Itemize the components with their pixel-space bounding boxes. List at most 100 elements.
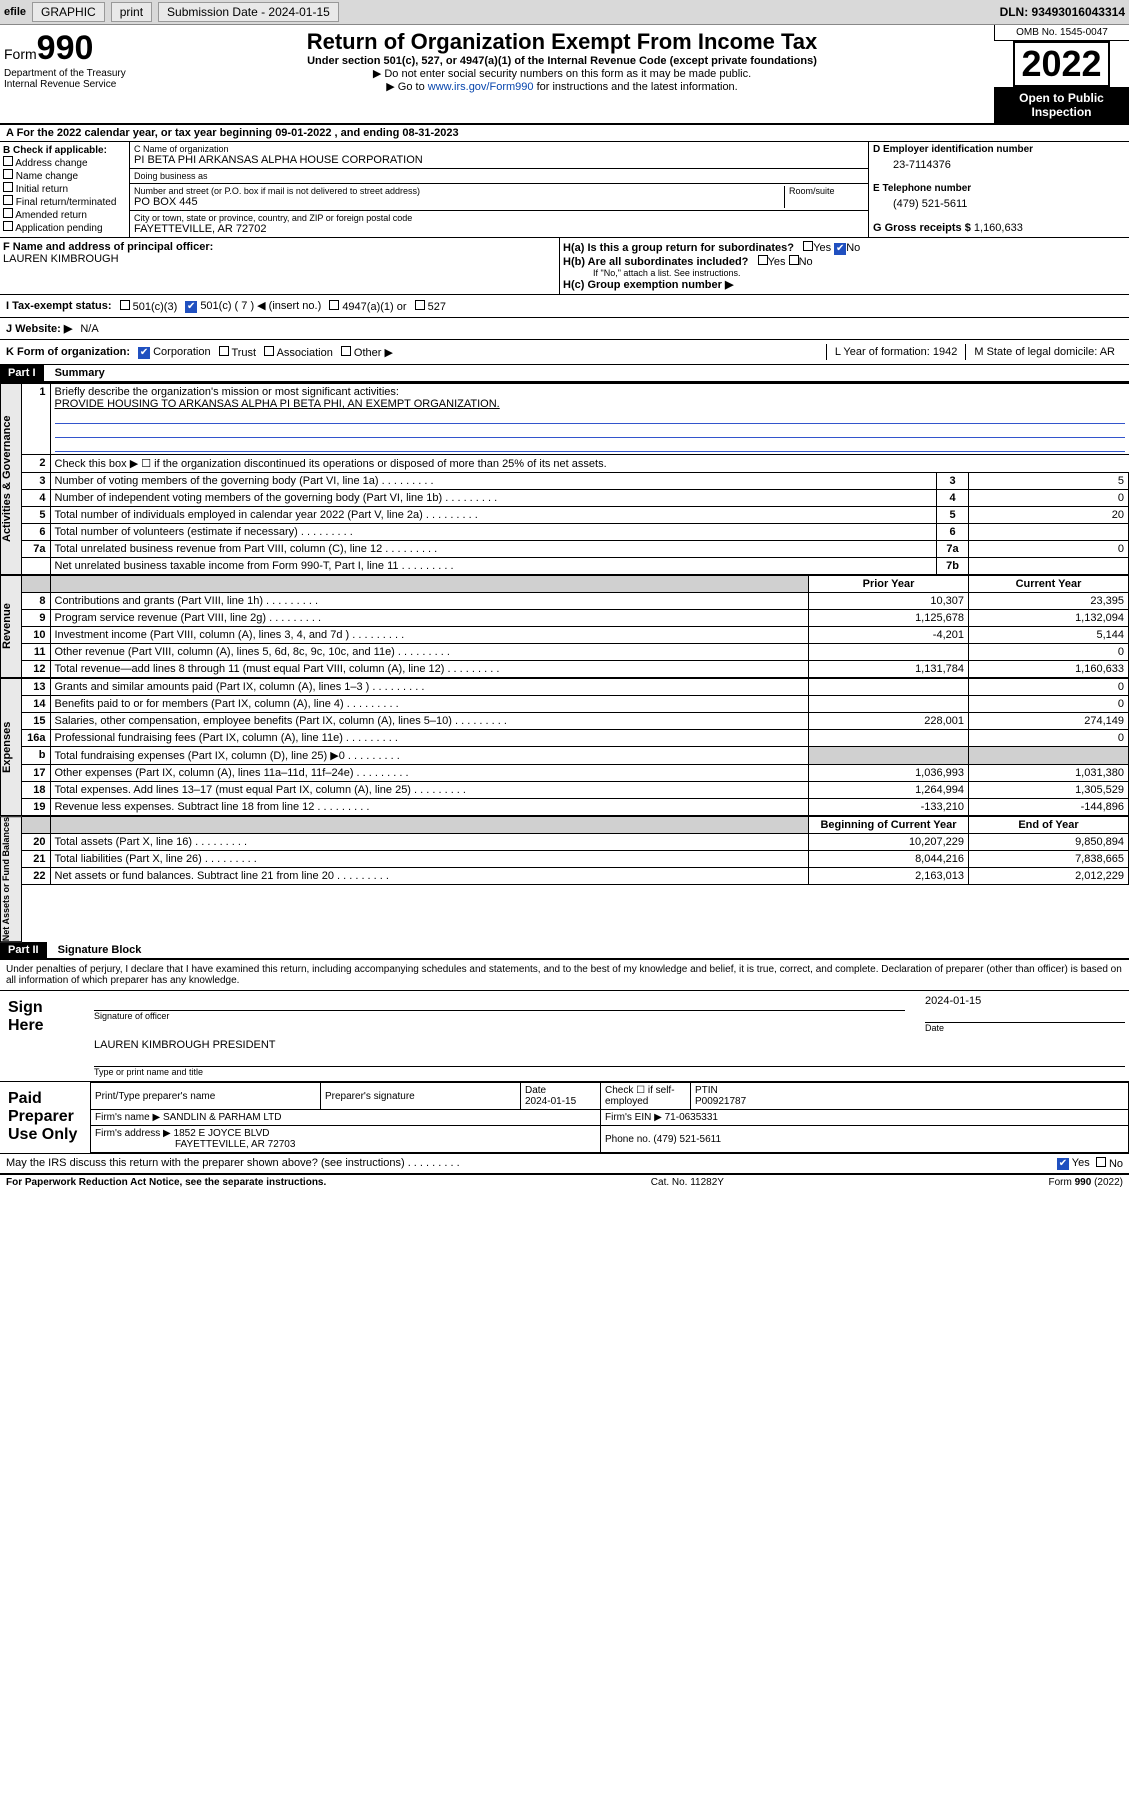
sign-here-block: Sign Here Signature of officer 2024-01-1… <box>0 991 1129 1082</box>
prep-ptin-col: PTINP00921787 <box>691 1083 1129 1110</box>
paid-preparer-block: Paid Preparer Use Only Print/Type prepar… <box>0 1082 1129 1154</box>
revenue-section: Revenue Prior YearCurrent Year8Contribut… <box>0 575 1129 678</box>
part2-label: Part II <box>0 942 47 958</box>
chk-name-change[interactable]: Name change <box>3 169 126 182</box>
subtitle-3: ▶ Go to www.irs.gov/Form990 for instruct… <box>134 80 990 93</box>
state-domicile: M State of legal domicile: AR <box>965 344 1123 360</box>
section-i: I Tax-exempt status: 501(c)(3) ✔ 501(c) … <box>0 295 1129 318</box>
c-city-label: City or town, state or province, country… <box>134 213 864 223</box>
i-label: I Tax-exempt status: <box>6 300 112 312</box>
dept-label: Department of the Treasury Internal Reve… <box>4 68 126 90</box>
j-label: J Website: ▶ <box>6 322 72 335</box>
firm-phone-row: Phone no. (479) 521-5611 <box>601 1126 1129 1153</box>
penalty-text: Under penalties of perjury, I declare th… <box>0 960 1129 991</box>
sig-officer-label: Signature of officer <box>94 1011 905 1021</box>
date-label: Date <box>925 1023 1125 1033</box>
footer: For Paperwork Reduction Act Notice, see … <box>0 1174 1129 1190</box>
discuss-row: May the IRS discuss this return with the… <box>0 1154 1129 1174</box>
name-title-label: Type or print name and title <box>94 1067 1125 1077</box>
discuss-no[interactable]: No <box>1096 1157 1123 1170</box>
chk-corp[interactable]: ✔ Corporation <box>138 346 211 359</box>
discuss-text: May the IRS discuss this return with the… <box>6 1157 460 1170</box>
col-c: C Name of organizationPI BETA PHI ARKANS… <box>130 142 869 237</box>
firm-ein-row: Firm's EIN ▶ 71-0635331 <box>601 1110 1129 1126</box>
section-k: K Form of organization: ✔ Corporation Tr… <box>0 340 1129 365</box>
org-name: PI BETA PHI ARKANSAS ALPHA HOUSE CORPORA… <box>134 154 864 166</box>
open-inspection: Open to Public Inspection <box>994 87 1129 123</box>
tax-year: 2022 <box>1013 41 1109 87</box>
part2-header: Part II Signature Block <box>0 942 1129 960</box>
year-formation: L Year of formation: 1942 <box>826 344 966 360</box>
chk-amended-return[interactable]: Amended return <box>3 208 126 221</box>
hc-line: H(c) Group exemption number ▶ <box>563 278 1126 291</box>
firm-name-row: Firm's name ▶ SANDLIN & PARHAM LTD <box>91 1110 601 1126</box>
activities-governance-section: Activities & Governance 1Briefly describ… <box>0 383 1129 575</box>
discuss-yes[interactable]: ✔ Yes <box>1057 1157 1090 1170</box>
c-addr-label: Number and street (or P.O. box if mail i… <box>134 186 784 196</box>
chk-application-pending[interactable]: Application pending <box>3 221 126 234</box>
expenses-section: Expenses 13Grants and similar amounts pa… <box>0 678 1129 816</box>
part2-title: Signature Block <box>50 942 150 958</box>
f-label: F Name and address of principal officer: <box>3 241 556 253</box>
footer-right: Form 990 (2022) <box>1049 1177 1123 1188</box>
phone: (479) 521-5611 <box>873 194 1125 222</box>
calendar-year-line: A For the 2022 calendar year, or tax yea… <box>0 125 1129 142</box>
subtitle-2: ▶ Do not enter social security numbers o… <box>134 67 990 80</box>
sign-date: 2024-01-15 <box>925 995 1125 1007</box>
prep-date-col: Date2024-01-15 <box>521 1083 601 1110</box>
g-label: G Gross receipts $ <box>873 222 971 234</box>
prep-check-col: Check ☐ if self-employed <box>601 1083 691 1110</box>
sign-label: Sign Here <box>0 991 90 1081</box>
c-dba-label: Doing business as <box>134 171 864 181</box>
form-label: Form990 <box>4 29 126 68</box>
chk-501c3[interactable]: 501(c)(3) <box>120 300 178 313</box>
c-name-label: C Name of organization <box>134 144 864 154</box>
section-j: J Website: ▶ N/A <box>0 318 1129 340</box>
hb-line: H(b) Are all subordinates included? Yes … <box>563 255 1126 268</box>
print-button[interactable]: print <box>111 2 152 22</box>
chk-assoc[interactable]: Association <box>264 346 333 359</box>
suite-label: Room/suite <box>784 186 864 208</box>
chk-other[interactable]: Other ▶ <box>341 346 393 359</box>
chk-address-change[interactable]: Address change <box>3 156 126 169</box>
efile-label: efile <box>4 6 26 18</box>
part1-title: Summary <box>47 365 113 381</box>
chk-501c[interactable]: ✔ 501(c) ( 7 ) ◀ (insert no.) <box>185 299 321 313</box>
net-assets-section: Net Assets or Fund Balances Beginning of… <box>0 816 1129 942</box>
graphic-button[interactable]: GRAPHIC <box>32 2 105 22</box>
form-header: Form990 Department of the Treasury Inter… <box>0 25 1129 125</box>
prep-name-col: Print/Type preparer's name <box>91 1083 321 1110</box>
form-title: Return of Organization Exempt From Incom… <box>134 29 990 55</box>
k-label: K Form of organization: <box>6 346 130 358</box>
org-addr: PO BOX 445 <box>134 196 784 208</box>
b-label: B Check if applicable: <box>3 145 107 156</box>
part1-header: Part I Summary <box>0 365 1129 383</box>
chk-initial-return[interactable]: Initial return <box>3 182 126 195</box>
e-label: E Telephone number <box>873 183 1125 194</box>
prep-sig-col: Preparer's signature <box>321 1083 521 1110</box>
col-b: B Check if applicable: Address change Na… <box>0 142 130 237</box>
submission-date-button[interactable]: Submission Date - 2024-01-15 <box>158 2 339 22</box>
website: N/A <box>80 323 98 335</box>
part1-label: Part I <box>0 365 44 381</box>
hb-note: If "No," attach a list. See instructions… <box>563 268 1126 278</box>
paid-label: Paid Preparer Use Only <box>0 1082 90 1153</box>
irs-link[interactable]: www.irs.gov/Form990 <box>428 81 534 93</box>
dln: DLN: 93493016043314 <box>1000 5 1125 19</box>
officer-name: LAUREN KIMBROUGH PRESIDENT <box>94 1039 1125 1051</box>
chk-final-return[interactable]: Final return/terminated <box>3 195 126 208</box>
toolbar: efile GRAPHIC print Submission Date - 20… <box>0 0 1129 25</box>
d-label: D Employer identification number <box>873 144 1125 155</box>
chk-trust[interactable]: Trust <box>219 346 257 359</box>
subtitle-1: Under section 501(c), 527, or 4947(a)(1)… <box>134 55 990 67</box>
firm-addr-row: Firm's address ▶ 1852 E JOYCE BLVDFAYETT… <box>91 1126 601 1153</box>
vtab-exp: Expenses <box>0 678 22 816</box>
vtab-rev: Revenue <box>0 575 22 678</box>
chk-4947[interactable]: 4947(a)(1) or <box>329 300 406 313</box>
org-city: FAYETTEVILLE, AR 72702 <box>134 223 864 235</box>
vtab-ag: Activities & Governance <box>0 383 22 575</box>
omb-number: OMB No. 1545-0047 <box>994 25 1129 41</box>
section-b-c-d: B Check if applicable: Address change Na… <box>0 142 1129 238</box>
chk-527[interactable]: 527 <box>415 300 446 313</box>
ha-line: H(a) Is this a group return for subordin… <box>563 241 1126 255</box>
